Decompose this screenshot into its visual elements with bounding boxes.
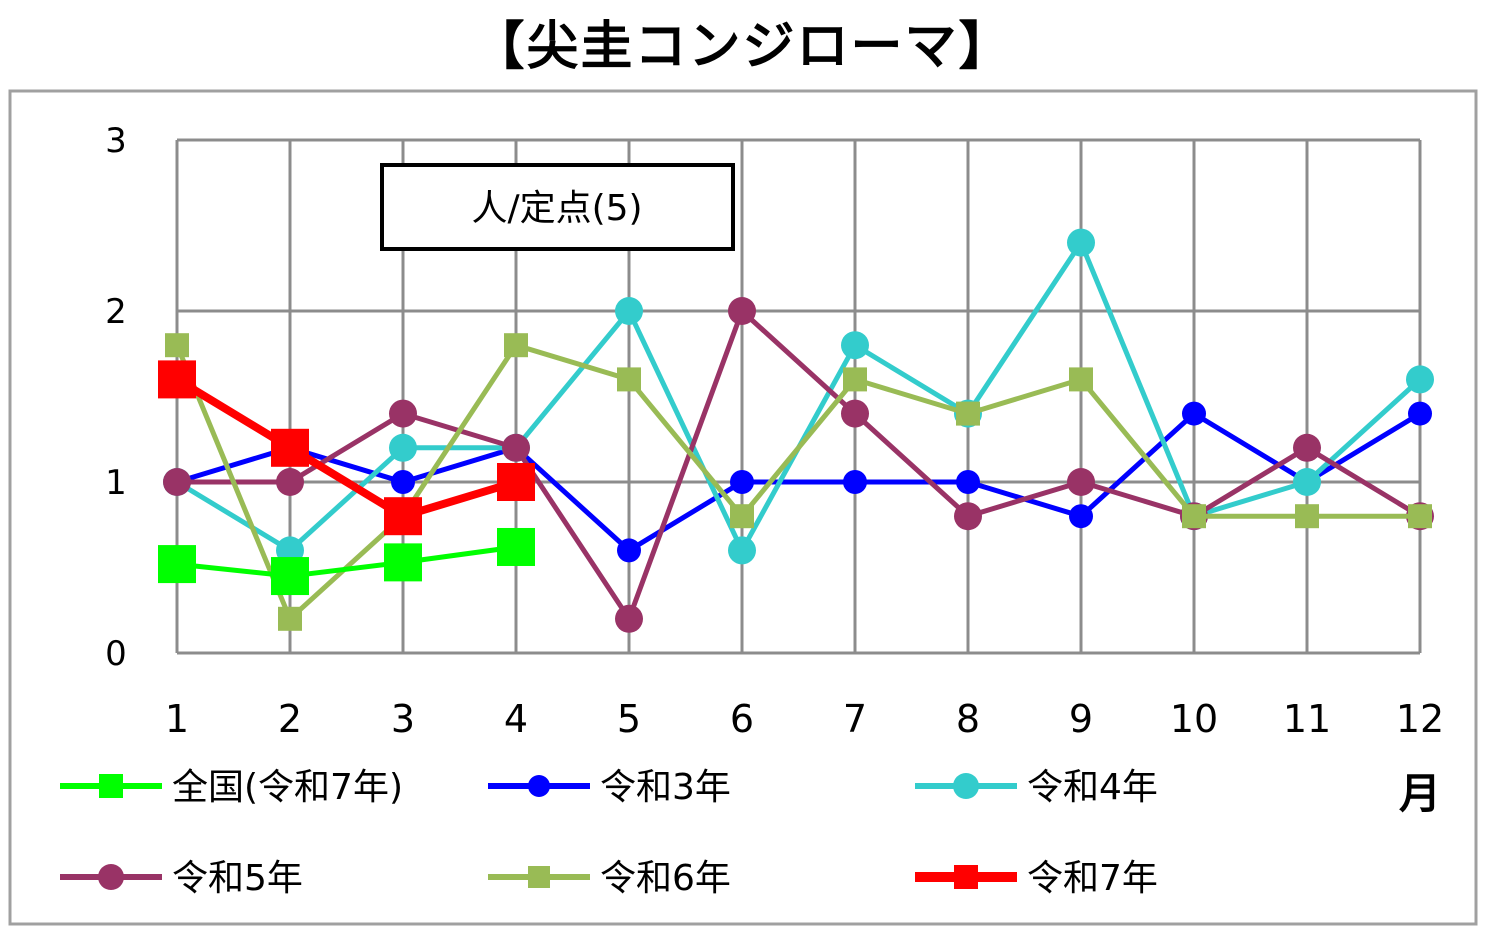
data-point xyxy=(389,433,417,462)
legend-marker xyxy=(528,866,550,888)
data-point xyxy=(391,470,415,494)
data-point xyxy=(384,497,422,536)
series-1 xyxy=(158,527,535,596)
x-tick-label: 9 xyxy=(1069,697,1093,741)
data-point xyxy=(502,433,530,462)
x-tick-label: 1 xyxy=(165,697,189,741)
data-point xyxy=(271,557,309,596)
data-point xyxy=(1182,401,1206,426)
series-line xyxy=(176,544,517,579)
data-point xyxy=(730,470,754,494)
data-point xyxy=(1408,504,1432,529)
chart-title: 【尖圭コンジローマ】 xyxy=(472,17,1013,77)
series-line xyxy=(176,411,1422,553)
legend-item: 令和6年 xyxy=(488,858,731,899)
legend-item: 令和7年 xyxy=(915,858,1158,899)
data-point xyxy=(165,333,189,358)
legend-marker xyxy=(954,865,978,889)
series-line xyxy=(177,308,1422,622)
series-line xyxy=(174,375,518,521)
data-point xyxy=(617,538,641,563)
data-point xyxy=(497,527,535,566)
data-point xyxy=(841,331,869,360)
data-point xyxy=(389,399,417,428)
legend-label: 令和4年 xyxy=(1027,767,1158,808)
x-axis-title: 月 xyxy=(1399,769,1441,818)
data-point xyxy=(1069,367,1093,392)
y-tick-label: 3 xyxy=(105,121,127,161)
legend-marker xyxy=(953,773,979,799)
data-point xyxy=(1408,401,1432,426)
data-point xyxy=(1182,504,1206,529)
legend-item: 令和5年 xyxy=(60,858,303,899)
data-point xyxy=(1067,468,1095,496)
x-tick-label: 11 xyxy=(1283,697,1331,741)
data-point xyxy=(728,536,756,565)
data-point xyxy=(504,333,528,358)
legend-label: 令和3年 xyxy=(600,767,731,808)
data-point xyxy=(843,367,867,392)
legend-item: 全国(令和7年) xyxy=(60,767,403,808)
data-point xyxy=(730,504,754,529)
data-point xyxy=(843,470,867,494)
series-4 xyxy=(163,297,1434,633)
data-point xyxy=(497,463,535,501)
data-point xyxy=(956,401,980,426)
data-point xyxy=(615,604,643,633)
data-point xyxy=(271,428,309,467)
data-point xyxy=(1069,504,1093,529)
x-tick-label: 5 xyxy=(617,697,641,741)
data-point xyxy=(841,399,869,428)
data-point xyxy=(1293,433,1321,462)
legend-marker xyxy=(528,775,550,797)
x-tick-label: 7 xyxy=(843,697,867,741)
data-point xyxy=(956,470,980,494)
legend-marker xyxy=(98,864,124,890)
legend-label: 令和5年 xyxy=(172,858,303,899)
y-tick-label: 1 xyxy=(105,463,127,503)
data-point xyxy=(1406,365,1434,394)
data-point xyxy=(1295,504,1319,529)
data-point xyxy=(728,297,756,325)
y-tick-label: 0 xyxy=(105,634,127,674)
x-tick-label: 2 xyxy=(278,697,302,741)
data-point xyxy=(954,502,982,531)
data-point xyxy=(278,606,302,631)
x-tick-label: 6 xyxy=(730,697,754,741)
data-point xyxy=(384,543,422,582)
x-tick-label: 4 xyxy=(504,697,528,741)
legend-marker xyxy=(99,774,123,798)
y-tick-label: 2 xyxy=(105,292,127,332)
legend-item: 令和4年 xyxy=(915,767,1158,808)
data-point xyxy=(276,468,304,496)
unit-label: 人/定点(5) xyxy=(471,188,642,229)
legend-label: 令和6年 xyxy=(600,858,731,899)
x-tick-label: 10 xyxy=(1170,697,1218,741)
series-6 xyxy=(158,360,535,536)
data-point xyxy=(617,367,641,392)
x-tick-label: 3 xyxy=(391,697,415,741)
data-point xyxy=(615,297,643,325)
legend-label: 全国(令和7年) xyxy=(172,767,403,808)
series xyxy=(158,228,1434,633)
x-tick-label: 12 xyxy=(1396,697,1444,741)
x-tick-label: 8 xyxy=(956,697,980,741)
legend-item: 令和3年 xyxy=(488,767,731,808)
data-point xyxy=(163,468,191,496)
data-point xyxy=(1293,468,1321,496)
data-point xyxy=(158,360,196,399)
data-point xyxy=(158,545,196,584)
x-axis: 1 2 3 4 5 6 7 8 9 10 11 12 xyxy=(165,697,1444,741)
legend-label: 令和7年 xyxy=(1027,858,1158,899)
unit-label-box: 人/定点(5) xyxy=(380,163,735,251)
data-point xyxy=(1067,228,1095,257)
y-axis: 0 1 2 3 xyxy=(105,121,127,674)
